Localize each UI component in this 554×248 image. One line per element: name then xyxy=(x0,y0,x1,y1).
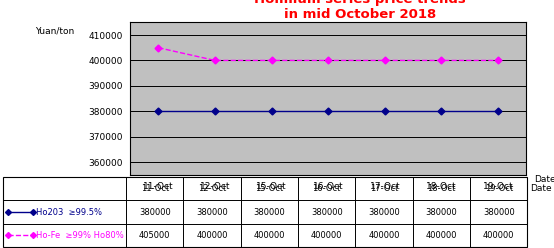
Text: 400000: 400000 xyxy=(311,231,342,240)
Text: 380000: 380000 xyxy=(254,208,285,217)
Text: 400000: 400000 xyxy=(483,231,515,240)
Text: 380000: 380000 xyxy=(196,208,228,217)
Text: 400000: 400000 xyxy=(368,231,400,240)
Text: 11-Oct: 11-Oct xyxy=(141,185,169,193)
Text: 380000: 380000 xyxy=(368,208,400,217)
Text: 405000: 405000 xyxy=(139,231,171,240)
Text: Ho203  ≥99.5%: Ho203 ≥99.5% xyxy=(36,208,102,217)
Text: 400000: 400000 xyxy=(425,231,457,240)
Text: 15-Oct: 15-Oct xyxy=(255,185,284,193)
Text: 17-Oct: 17-Oct xyxy=(370,185,398,193)
Text: Yuan/ton: Yuan/ton xyxy=(35,26,75,35)
Text: 12-Oct: 12-Oct xyxy=(198,185,226,193)
Text: Date: Date xyxy=(530,185,552,193)
Text: 400000: 400000 xyxy=(196,231,228,240)
Text: Date: Date xyxy=(535,175,554,184)
Title: Holmium series price trends
in mid October 2018: Holmium series price trends in mid Octob… xyxy=(254,0,466,21)
Text: 400000: 400000 xyxy=(254,231,285,240)
Text: 18-Oct: 18-Oct xyxy=(427,185,455,193)
Text: 380000: 380000 xyxy=(483,208,515,217)
Text: 16-Oct: 16-Oct xyxy=(312,185,341,193)
Text: 19-Oct: 19-Oct xyxy=(485,185,513,193)
Text: 380000: 380000 xyxy=(311,208,342,217)
Text: 380000: 380000 xyxy=(425,208,457,217)
Text: 380000: 380000 xyxy=(139,208,171,217)
Text: Ho-Fe  ≥99% Ho80%: Ho-Fe ≥99% Ho80% xyxy=(36,231,124,240)
